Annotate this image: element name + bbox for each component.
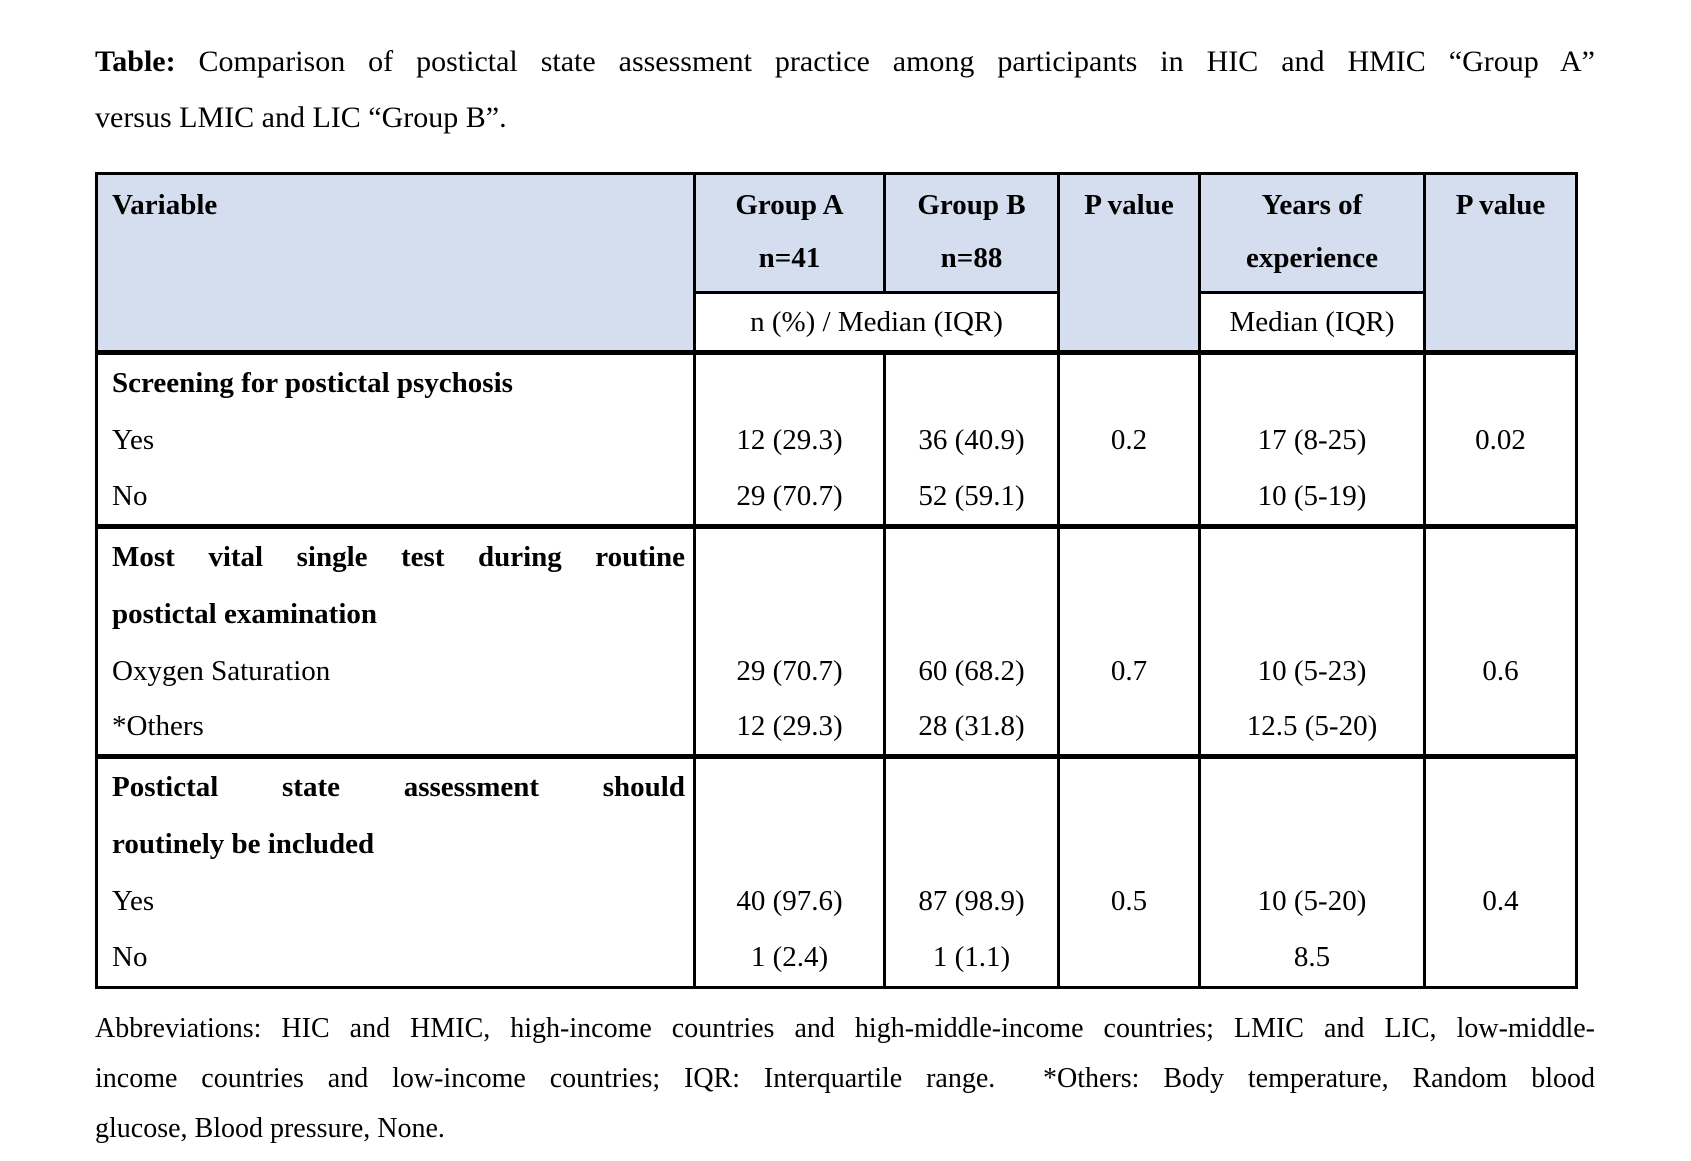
header-group-a: Group A n=41 <box>693 173 886 294</box>
group-b-value <box>883 523 1060 643</box>
years-value <box>1198 350 1426 412</box>
group-b-value <box>883 350 1060 412</box>
group-label-line1: Most vital single test during routine <box>112 540 685 573</box>
group-a-value <box>693 754 886 873</box>
group-b-value <box>883 754 1060 873</box>
group-b-value: 28 (31.8) <box>883 699 1060 757</box>
p-value-2 <box>1423 350 1578 412</box>
header-years-of-experience: Years of experience <box>1198 173 1426 294</box>
p-value-1 <box>1057 350 1201 412</box>
years-value: 10 (5-23) <box>1198 642 1426 700</box>
variable-cell: Oxygen Saturation <box>95 642 696 700</box>
p-value-2 <box>1423 754 1578 873</box>
variable-cell: No <box>95 469 696 526</box>
group-label-line1: Screening for postictal psychosis <box>112 367 513 399</box>
header-years-line1: Years of <box>1261 189 1363 221</box>
footnote-line-3: glucose, Blood pressure, None. <box>95 1112 445 1144</box>
group-a-value: 40 (97.6) <box>693 873 886 930</box>
years-value: 10 (5-20) <box>1198 873 1426 930</box>
header-variable: Variable <box>95 173 696 355</box>
header-group-a-n: n=41 <box>758 242 821 274</box>
caption-line-2: versus LMIC and LIC “Group B”. <box>95 101 507 134</box>
footnote-line-1: Abbreviations: HIC and HMIC, high-income… <box>95 1012 1595 1044</box>
group-b-value: 60 (68.2) <box>883 642 1060 700</box>
header-p-value-right: P value <box>1423 173 1578 355</box>
group-a-value: 12 (29.3) <box>693 412 886 469</box>
variable-cell: *Others <box>95 699 696 757</box>
p-value-2: 0.6 <box>1423 642 1578 700</box>
p-value-1 <box>1057 523 1201 643</box>
years-value: 17 (8-25) <box>1198 412 1426 469</box>
group-b-value: 1 (1.1) <box>883 930 1060 987</box>
years-value <box>1198 754 1426 873</box>
years-value: 10 (5-19) <box>1198 469 1426 526</box>
p-value-2: 0.02 <box>1423 412 1578 469</box>
caption-text: Comparison of postictal state assessment… <box>198 45 1595 78</box>
group-a-value: 29 (70.7) <box>693 469 886 526</box>
group-a-value <box>693 523 886 643</box>
group-b-value: 52 (59.1) <box>883 469 1060 526</box>
group-label-cell: Postictal state assessment should routin… <box>95 754 696 873</box>
p-value-2: 0.4 <box>1423 873 1578 930</box>
group-label-line1: Postictal state assessment should <box>112 771 685 803</box>
p-value-1 <box>1057 469 1201 526</box>
group-a-value: 29 (70.7) <box>693 642 886 700</box>
p-value-1: 0.5 <box>1057 873 1201 930</box>
header-group-b-name: Group B <box>917 189 1026 221</box>
caption-line-1: Table: Comparison of postictal state ass… <box>95 34 1595 90</box>
caption-label: Table: <box>95 45 176 78</box>
comparison-table: Variable Group A n=41 Group B n=88 P val… <box>95 172 1578 989</box>
table-footnote: Abbreviations: HIC and HMIC, high-income… <box>95 1004 1595 1154</box>
header-p-value-left: P value <box>1057 173 1201 355</box>
p-value-2 <box>1423 699 1578 757</box>
p-value-2 <box>1423 523 1578 643</box>
variable-cell: No <box>95 930 696 987</box>
group-a-value: 1 (2.4) <box>693 930 886 987</box>
p-value-2 <box>1423 930 1578 987</box>
subheader-years: Median (IQR) <box>1198 292 1426 355</box>
header-group-a-name: Group A <box>735 189 844 221</box>
group-b-value: 87 (98.9) <box>883 873 1060 930</box>
p-value-1: 0.7 <box>1057 642 1201 700</box>
header-group-b-n: n=88 <box>940 242 1003 274</box>
p-value-1 <box>1057 930 1201 987</box>
subheader-groups: n (%) / Median (IQR) <box>693 292 1060 355</box>
group-label-line2: postictal examination <box>112 597 378 630</box>
group-a-value: 12 (29.3) <box>693 699 886 757</box>
years-value: 8.5 <box>1198 930 1426 987</box>
group-label-line2: routinely be included <box>112 828 375 860</box>
header-years-line2: experience <box>1245 242 1379 274</box>
p-value-2 <box>1423 469 1578 526</box>
header-group-b: Group B n=88 <box>883 173 1060 294</box>
variable-cell: Yes <box>95 873 696 930</box>
footnote-line-2: income countries and low-income countrie… <box>95 1062 1595 1094</box>
years-value: 12.5 (5-20) <box>1198 699 1426 757</box>
p-value-1 <box>1057 754 1201 873</box>
group-b-value: 36 (40.9) <box>883 412 1060 469</box>
p-value-1 <box>1057 699 1201 757</box>
table-caption: Table: Comparison of postictal state ass… <box>95 34 1595 146</box>
p-value-1: 0.2 <box>1057 412 1201 469</box>
group-a-value <box>693 350 886 412</box>
group-label-cell: Most vital single test during routine po… <box>95 523 696 643</box>
group-label-cell: Screening for postictal psychosis <box>95 350 696 412</box>
years-value <box>1198 523 1426 643</box>
variable-cell: Yes <box>95 412 696 469</box>
